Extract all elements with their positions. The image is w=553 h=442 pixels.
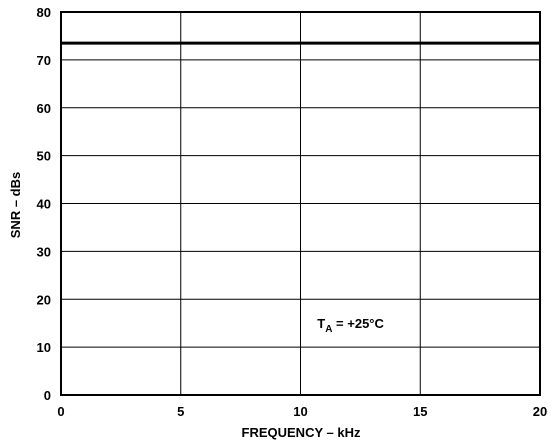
y-tick-label: 70 <box>37 53 51 68</box>
x-tick-label: 15 <box>413 404 427 419</box>
y-axis-label: SNR – dBs <box>8 172 23 238</box>
x-tick-label: 5 <box>177 404 184 419</box>
x-tick-label: 0 <box>57 404 64 419</box>
y-tick-labels: 0 10 20 30 40 50 60 70 80 <box>37 5 51 403</box>
y-tick-label: 30 <box>37 244 51 259</box>
grid-lines <box>60 11 541 396</box>
y-tick-label: 60 <box>37 101 51 116</box>
y-tick-label: 80 <box>37 5 51 20</box>
x-tick-labels: 0 5 10 15 20 <box>57 404 547 419</box>
temperature-annotation: TA = +25°C <box>317 316 384 335</box>
annotation-base: T <box>317 316 325 331</box>
y-tick-label: 50 <box>37 149 51 164</box>
y-tick-label: 10 <box>37 340 51 355</box>
annotation-subscript: A <box>325 324 332 335</box>
y-tick-label: 40 <box>37 197 51 212</box>
x-tick-label: 20 <box>533 404 547 419</box>
x-tick-label: 10 <box>293 404 307 419</box>
y-tick-label: 0 <box>44 388 51 403</box>
annotation-rest: = +25°C <box>332 316 384 331</box>
plot-frame <box>60 11 541 396</box>
y-tick-label: 20 <box>37 292 51 307</box>
x-axis-label: FREQUENCY – kHz <box>242 425 361 440</box>
